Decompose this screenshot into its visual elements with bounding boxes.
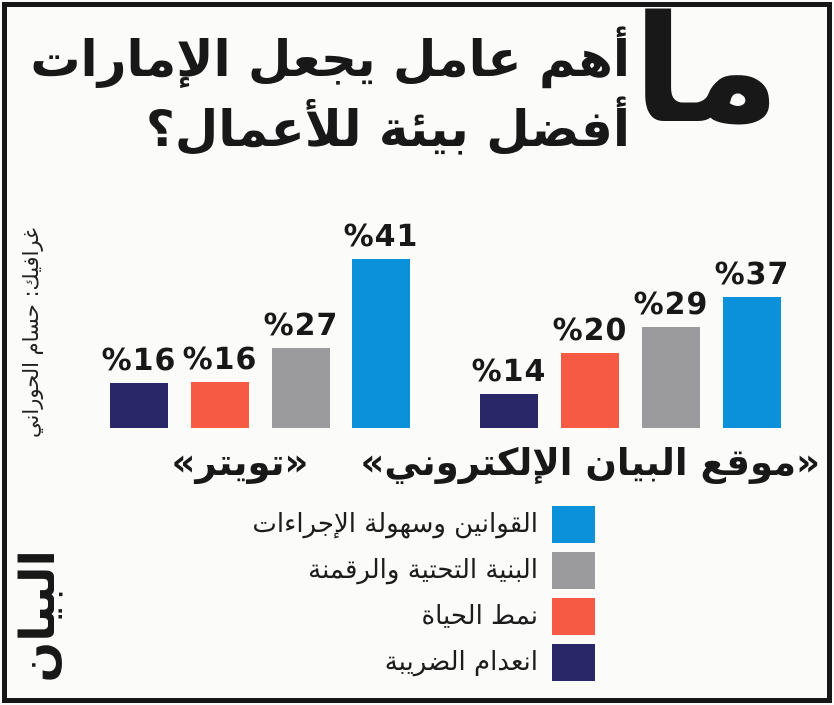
legend-swatch-orange — [552, 598, 595, 635]
bar-value-label: %37 — [714, 257, 790, 292]
legend-swatch-blue — [552, 506, 595, 543]
albayan-logo: البيان — [10, 550, 66, 683]
bar-fill-blue — [723, 297, 781, 428]
bar-fill-blue — [352, 259, 410, 428]
title-line-1: أهم عامل يجعل الإمارات — [30, 30, 630, 88]
legend-label: انعدام الضريبة — [384, 647, 538, 677]
bar-bayan-no-tax: %14 — [472, 356, 545, 428]
bar-twitter-lifestyle: %16 — [183, 344, 256, 428]
legend-label: القوانين وسهولة الإجراءات — [252, 509, 538, 539]
bar-bayan-infrastructure: %29 — [634, 289, 707, 428]
credit-vertical-text: غرافيك: حسام الحوراني — [19, 228, 43, 438]
bar-bayan-lifestyle: %20 — [553, 315, 626, 428]
big-word-ma: ما — [632, 0, 784, 156]
legend-row-lifestyle: نمط الحياة — [421, 598, 595, 635]
legend-row-no-tax: انعدام الضريبة — [385, 644, 595, 681]
bar-fill-navy — [110, 383, 168, 428]
bar-fill-navy — [480, 394, 538, 428]
bar-fill-orange — [561, 353, 619, 428]
legend-row-laws: القوانين وسهولة الإجراءات — [252, 506, 595, 543]
bar-bayan-laws: %37 — [715, 259, 788, 428]
bar-value-label: %16 — [182, 342, 258, 377]
legend: القوانين وسهولة الإجراءات البنية التحتية… — [252, 506, 595, 681]
bar-twitter-laws: %41 — [344, 221, 417, 428]
bar-value-label: %29 — [633, 287, 709, 322]
bar-value-label: %16 — [101, 343, 177, 378]
group-label-bayan-website: «موقع البيان الإلكتروني» — [360, 441, 820, 484]
legend-swatch-gray — [552, 552, 595, 589]
bar-twitter-infrastructure: %27 — [264, 310, 337, 428]
legend-label: نمط الحياة — [421, 601, 538, 631]
legend-row-infrastructure: البنية التحتية والرقمنة — [308, 552, 595, 589]
bar-fill-orange — [191, 382, 249, 428]
bar-twitter-no-tax: %16 — [102, 345, 175, 428]
page-title: أهم عامل يجعل الإمارات أفضل بيئة للأعمال… — [30, 24, 630, 164]
bar-value-label: %41 — [343, 219, 419, 254]
legend-swatch-navy — [552, 644, 595, 681]
bar-value-label: %27 — [263, 308, 339, 343]
bar-value-label: %14 — [471, 354, 547, 389]
bar-fill-gray — [272, 348, 330, 428]
title-line-2: أفضل بيئة للأعمال؟ — [145, 100, 630, 158]
bar-fill-gray — [642, 327, 700, 428]
group-label-twitter: «تويتر» — [171, 441, 309, 484]
legend-label: البنية التحتية والرقمنة — [308, 555, 538, 585]
bar-value-label: %20 — [552, 313, 628, 348]
